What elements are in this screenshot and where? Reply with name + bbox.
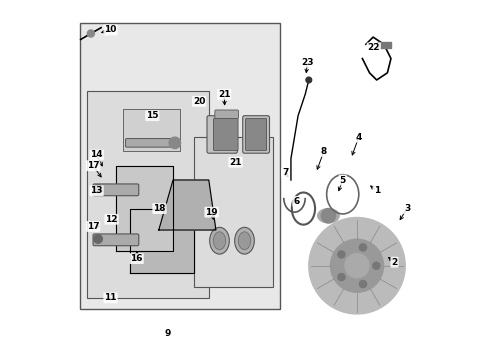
Polygon shape — [130, 208, 194, 273]
Circle shape — [337, 274, 345, 281]
Text: 15: 15 — [146, 111, 158, 120]
FancyBboxPatch shape — [93, 234, 139, 246]
Text: 18: 18 — [153, 204, 165, 213]
Text: 22: 22 — [367, 43, 379, 52]
Circle shape — [308, 217, 405, 314]
FancyBboxPatch shape — [123, 109, 180, 152]
Text: 7: 7 — [282, 168, 288, 177]
Text: 10: 10 — [104, 26, 117, 35]
Bar — [376, 42, 390, 48]
Ellipse shape — [238, 232, 250, 249]
Ellipse shape — [213, 232, 225, 249]
Ellipse shape — [209, 227, 229, 254]
Circle shape — [102, 235, 107, 240]
Polygon shape — [159, 180, 216, 230]
Circle shape — [359, 280, 366, 288]
Ellipse shape — [317, 208, 339, 223]
FancyBboxPatch shape — [206, 116, 237, 153]
Circle shape — [372, 262, 379, 269]
FancyBboxPatch shape — [125, 139, 177, 147]
Circle shape — [87, 30, 94, 37]
Text: 14: 14 — [90, 150, 102, 159]
Circle shape — [337, 251, 345, 258]
Text: 3: 3 — [403, 204, 409, 213]
Circle shape — [102, 185, 107, 190]
Circle shape — [359, 244, 366, 251]
Text: 17: 17 — [86, 222, 99, 231]
FancyBboxPatch shape — [194, 137, 272, 287]
Text: 19: 19 — [205, 208, 218, 217]
Circle shape — [94, 185, 102, 193]
Text: 4: 4 — [355, 132, 361, 141]
Circle shape — [344, 254, 368, 278]
FancyBboxPatch shape — [80, 23, 280, 309]
FancyBboxPatch shape — [93, 184, 139, 196]
Text: 9: 9 — [164, 329, 170, 338]
FancyBboxPatch shape — [87, 91, 208, 298]
Circle shape — [169, 137, 180, 149]
Text: 8: 8 — [320, 147, 326, 156]
Circle shape — [305, 77, 311, 83]
Text: 5: 5 — [339, 176, 345, 185]
FancyBboxPatch shape — [213, 118, 238, 150]
Polygon shape — [116, 166, 173, 251]
FancyBboxPatch shape — [245, 118, 266, 150]
Text: 13: 13 — [90, 186, 102, 195]
Text: 12: 12 — [105, 215, 118, 224]
Text: 2: 2 — [390, 258, 397, 267]
Text: 17: 17 — [86, 161, 99, 170]
Text: 1: 1 — [373, 186, 379, 195]
Circle shape — [94, 235, 102, 243]
Text: 6: 6 — [293, 197, 299, 206]
Text: 21: 21 — [218, 90, 230, 99]
Text: 23: 23 — [301, 58, 313, 67]
Text: 20: 20 — [193, 97, 205, 106]
Text: 16: 16 — [130, 254, 142, 263]
FancyBboxPatch shape — [242, 116, 269, 153]
Ellipse shape — [234, 227, 254, 254]
Text: 11: 11 — [104, 293, 117, 302]
Text: 21: 21 — [229, 158, 242, 167]
Circle shape — [330, 239, 383, 292]
Circle shape — [321, 208, 335, 223]
FancyBboxPatch shape — [214, 110, 238, 118]
